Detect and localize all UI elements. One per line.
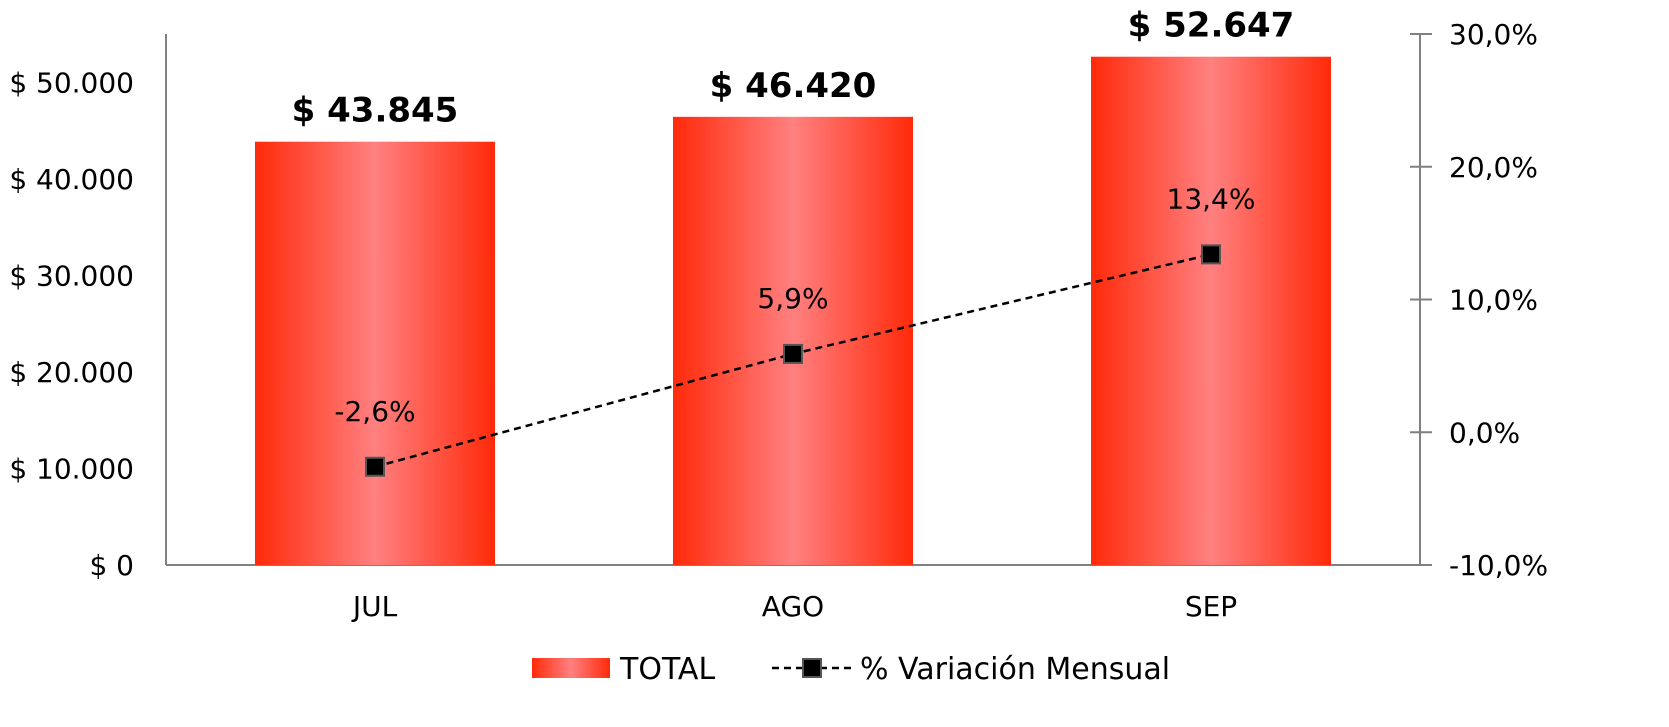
line-point-marker (1201, 244, 1221, 265)
bar-sep (1091, 56, 1331, 566)
axes: $ 0 $ 10.000 $ 20.000 $ 30.000 $ 40.000 $ 50.… (9, 18, 1548, 623)
category-label: AGO (762, 590, 824, 623)
left-tick-label: $ 20.000 (9, 356, 134, 389)
legend: TOTAL % Variación Mensual (532, 652, 1170, 687)
data-labels: $ 43.845 $ 46.420 $ 52.647 -2,6% 5,9% 13,4% (292, 6, 1295, 428)
legend-marker-icon (802, 658, 822, 678)
left-tick-label: $ 10.000 (9, 452, 134, 485)
line-point-marker (365, 456, 385, 477)
line-value-label: 13,4% (1167, 182, 1256, 215)
right-tick-label: 0,0% (1449, 416, 1520, 449)
bar-jul (255, 141, 495, 565)
legend-label-variation: % Variación Mensual (860, 652, 1170, 687)
legend-swatch-total (532, 658, 610, 678)
right-tick-label: 20,0% (1449, 151, 1538, 184)
legend-label-total: TOTAL (619, 652, 715, 687)
variation-line (365, 244, 1221, 477)
line-value-label: 5,9% (757, 282, 828, 315)
bar-value-label: $ 46.420 (710, 66, 877, 106)
bar-value-label: $ 43.845 (292, 91, 459, 131)
left-tick-label: $ 50.000 (9, 66, 134, 99)
left-tick-label: $ 0 (89, 549, 134, 582)
right-tick-label: 10,0% (1449, 284, 1538, 317)
line-point-marker (783, 343, 803, 364)
line-value-label: -2,6% (334, 395, 415, 428)
left-tick-label: $ 40.000 (9, 163, 134, 196)
left-tick-label: $ 30.000 (9, 259, 134, 292)
bars (255, 56, 1331, 566)
bar-value-label: $ 52.647 (1128, 6, 1295, 46)
right-tick-label: 30,0% (1449, 18, 1538, 51)
category-label: SEP (1185, 590, 1237, 623)
right-tick-label: -10,0% (1449, 549, 1548, 582)
bar-ago (673, 116, 913, 565)
category-label: JUL (351, 590, 398, 623)
